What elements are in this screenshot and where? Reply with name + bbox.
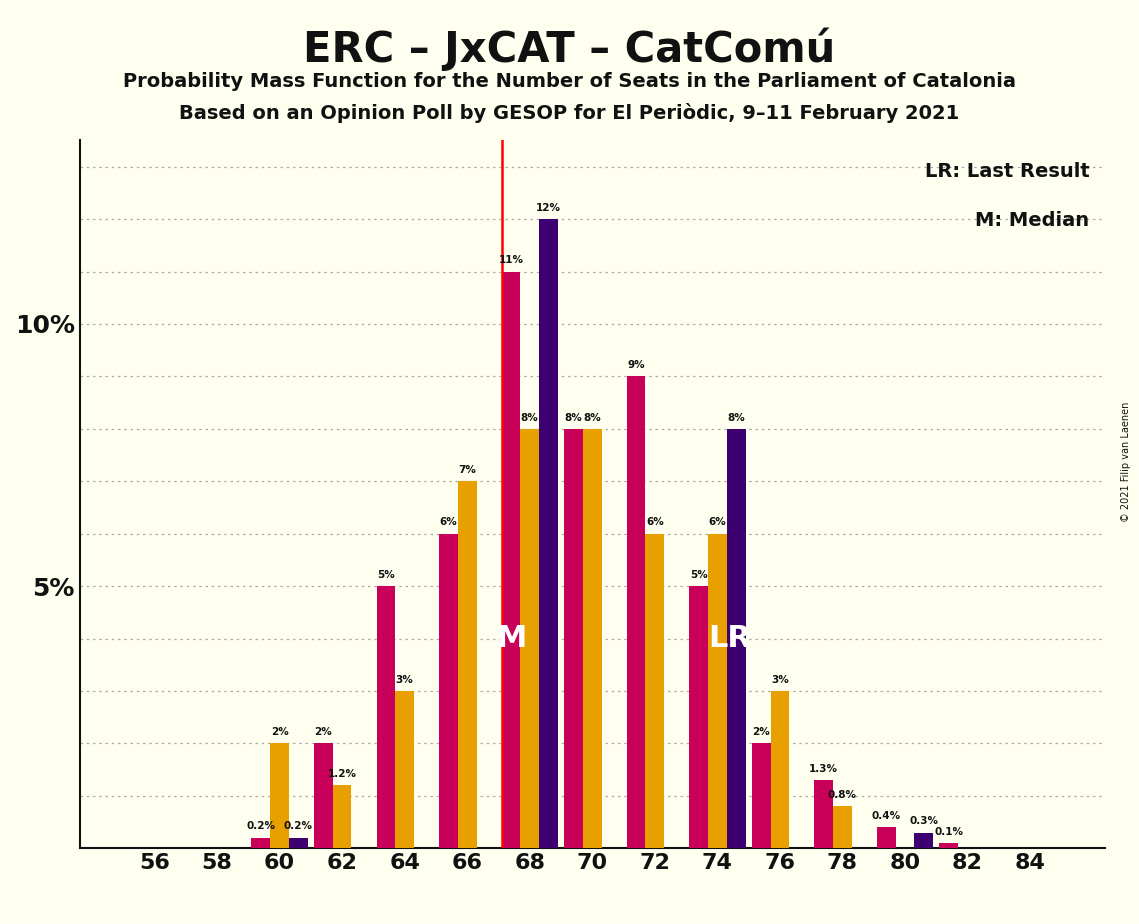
Text: 5%: 5% [690,570,707,579]
Text: 3%: 3% [395,675,413,685]
Text: 3%: 3% [771,675,789,685]
Bar [501,272,521,848]
Bar [708,534,727,848]
Text: 0.8%: 0.8% [828,790,857,800]
Bar [377,586,395,848]
Bar [395,691,415,848]
Bar [833,807,852,848]
Bar [289,838,308,848]
Bar [314,744,333,848]
Text: © 2021 Filip van Laenen: © 2021 Filip van Laenen [1121,402,1131,522]
Text: 7%: 7% [458,465,476,475]
Text: Probability Mass Function for the Number of Seats in the Parliament of Catalonia: Probability Mass Function for the Number… [123,72,1016,91]
Text: 2%: 2% [271,727,288,737]
Bar [877,827,895,848]
Bar [270,744,289,848]
Bar [752,744,770,848]
Bar [814,780,833,848]
Text: 8%: 8% [583,412,601,422]
Text: 0.4%: 0.4% [871,811,901,821]
Bar [252,838,270,848]
Text: 1.2%: 1.2% [328,769,357,779]
Bar [333,785,352,848]
Text: 0.2%: 0.2% [246,821,276,832]
Bar [646,534,664,848]
Bar [626,376,646,848]
Text: 6%: 6% [708,517,727,528]
Bar [458,481,476,848]
Text: 5%: 5% [377,570,395,579]
Text: 8%: 8% [521,412,539,422]
Text: 0.3%: 0.3% [909,816,939,826]
Text: M: M [495,624,526,653]
Text: 12%: 12% [536,202,562,213]
Text: 8%: 8% [728,412,745,422]
Text: 11%: 11% [499,255,524,265]
Bar [521,429,539,848]
Bar [689,586,708,848]
Text: 2%: 2% [752,727,770,737]
Bar [539,219,558,848]
Text: 6%: 6% [646,517,664,528]
Bar [583,429,601,848]
Text: 2%: 2% [314,727,333,737]
Text: 0.1%: 0.1% [934,827,964,837]
Text: 1.3%: 1.3% [809,764,838,773]
Bar [727,429,746,848]
Text: ERC – JxCAT – CatComú: ERC – JxCAT – CatComú [303,28,836,71]
Bar [439,534,458,848]
Bar [915,833,933,848]
Text: Based on an Opinion Poll by GESOP for El Periòdic, 9–11 February 2021: Based on an Opinion Poll by GESOP for El… [179,103,960,124]
Bar [940,843,958,848]
Bar [770,691,789,848]
Text: LR: Last Result: LR: Last Result [925,162,1089,181]
Text: M: Median: M: Median [975,212,1089,230]
Text: 9%: 9% [628,360,645,371]
Text: 0.2%: 0.2% [284,821,313,832]
Text: 8%: 8% [565,412,582,422]
Text: 6%: 6% [440,517,457,528]
Text: LR: LR [708,624,752,653]
Bar [564,429,583,848]
